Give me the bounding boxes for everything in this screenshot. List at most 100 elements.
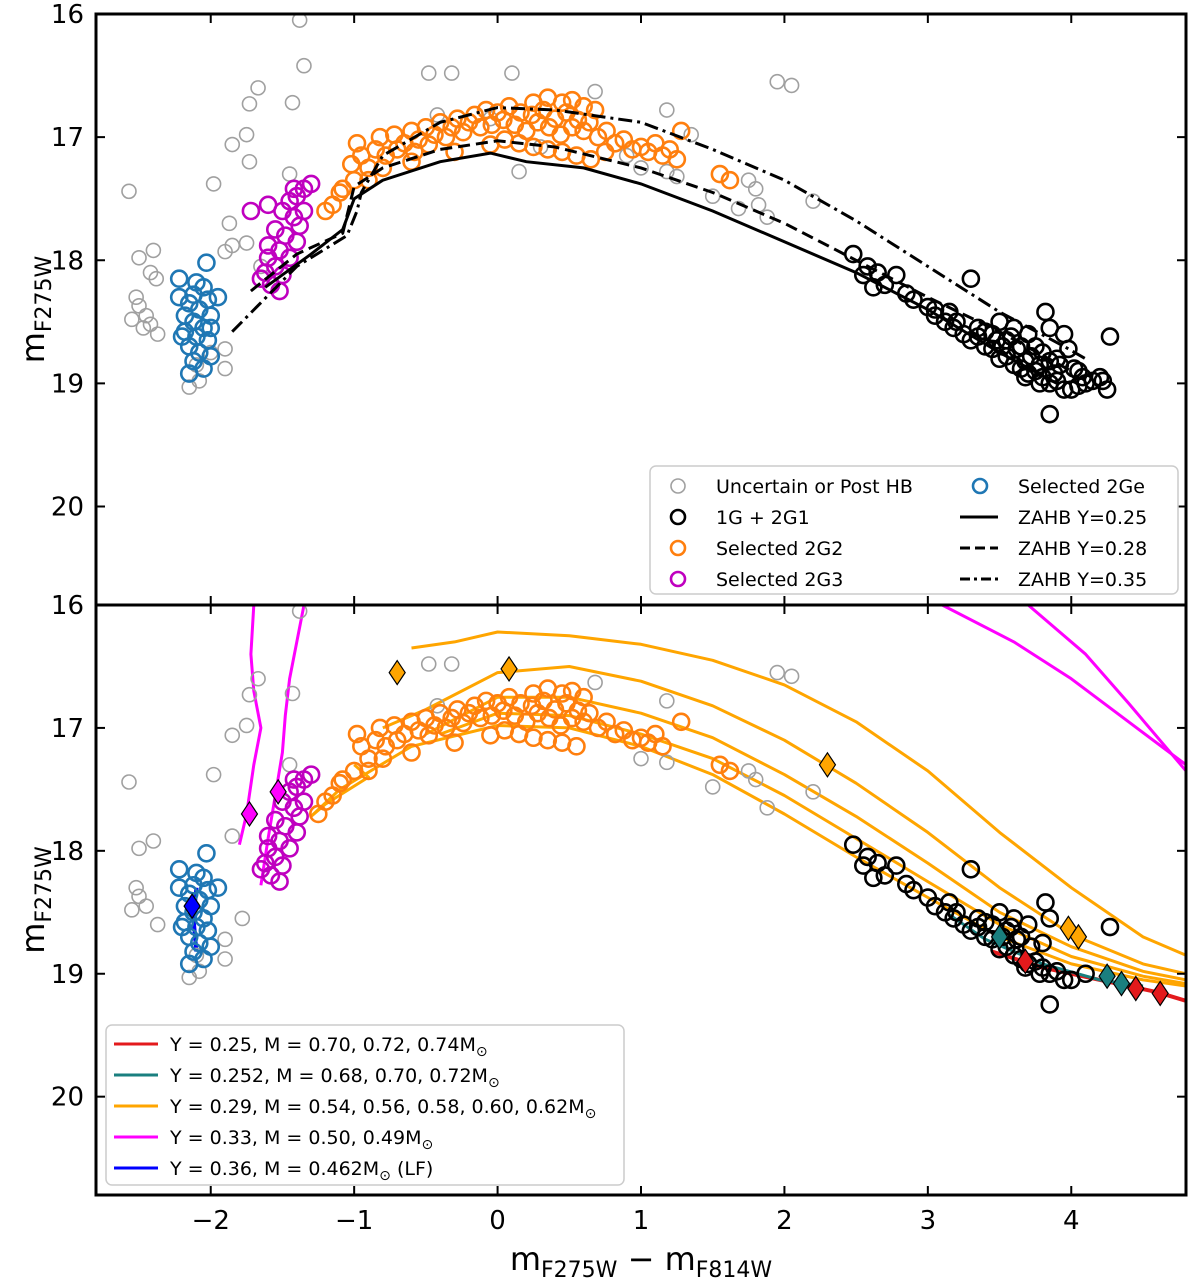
data-point — [131, 249, 147, 266]
data-point — [551, 125, 570, 144]
data-point — [294, 792, 314, 811]
data-point — [280, 248, 299, 268]
data-point — [436, 127, 456, 147]
data-point — [1033, 933, 1052, 953]
diamond-marker — [1112, 970, 1131, 997]
data-point — [886, 856, 906, 875]
y-tick-label: 16 — [51, 0, 84, 30]
data-point — [445, 733, 464, 752]
plot-area — [121, 605, 1186, 1014]
data-point — [864, 868, 883, 888]
data-point — [258, 839, 278, 858]
data-point — [217, 341, 233, 357]
track-line — [1027, 605, 1186, 772]
x-tick-label: 0 — [489, 1206, 506, 1236]
legend: Y = 0.25, M = 0.70, 0.72, 0.74M⊙ Y = 0.25… — [105, 1024, 625, 1186]
data-point — [142, 316, 159, 333]
data-point — [251, 859, 271, 879]
diamond-marker — [1069, 923, 1088, 950]
data-point — [366, 730, 385, 750]
legend-marker — [669, 508, 687, 526]
data-point — [769, 664, 786, 681]
data-point — [291, 14, 308, 28]
data-point — [280, 839, 299, 858]
data-point — [783, 77, 800, 94]
diamond-marker — [269, 778, 287, 805]
data-point — [179, 954, 199, 974]
data-point — [341, 154, 361, 174]
data-point — [138, 898, 154, 914]
data-point — [294, 201, 314, 221]
data-point — [843, 244, 863, 264]
data-point — [181, 969, 198, 986]
x-tick-label: −1 — [335, 1206, 373, 1236]
data-point — [747, 181, 764, 197]
y-tick-label: 17 — [51, 123, 84, 153]
data-point — [366, 140, 385, 159]
zahb-line — [264, 151, 1058, 385]
data-point — [347, 724, 367, 744]
data-point — [854, 265, 873, 285]
plot-area — [121, 14, 1120, 424]
data-point — [511, 103, 530, 122]
data-point — [659, 163, 675, 180]
data-point — [284, 179, 304, 199]
data-point — [224, 727, 241, 744]
y-tick-label: 19 — [51, 369, 84, 399]
data-point — [287, 232, 307, 252]
data-point — [453, 713, 473, 733]
y-tick-label: 18 — [51, 246, 84, 276]
data-point — [333, 770, 352, 789]
data-point — [128, 289, 144, 305]
data-point — [234, 910, 251, 927]
x-tick-label: −2 — [192, 1206, 230, 1236]
data-point — [759, 209, 776, 225]
data-point — [419, 725, 439, 745]
data-point — [968, 909, 988, 928]
legend-label: Y = 0.25, M = 0.70, 0.72, 0.74M⊙ — [169, 1034, 488, 1060]
data-point — [359, 761, 378, 781]
legend-label: ZAHB Y=0.35 — [1018, 569, 1147, 591]
data-point — [567, 737, 586, 756]
data-point — [359, 749, 378, 768]
data-point — [1100, 327, 1120, 346]
data-point — [241, 96, 258, 112]
data-point — [1059, 339, 1078, 359]
data-point — [587, 674, 603, 691]
data-point — [1097, 380, 1117, 399]
data-point — [1016, 367, 1035, 387]
data-point — [720, 761, 740, 781]
data-point — [1036, 302, 1055, 322]
data-point — [265, 810, 285, 830]
diamond-marker — [500, 655, 518, 682]
data-point — [217, 243, 233, 260]
legend-label: Selected 2G2 — [716, 538, 843, 560]
data-point — [149, 916, 166, 933]
data-point — [131, 298, 147, 314]
top-panel: 16 17 18 19 20 mF275W Uncertain or Post HB 1G +… — [14, 0, 1188, 607]
data-point — [769, 73, 786, 90]
data-point — [747, 771, 764, 788]
data-point — [258, 236, 278, 255]
data-point — [1054, 970, 1074, 990]
diamond-marker — [1098, 963, 1116, 990]
zahb-line — [249, 139, 1073, 373]
diamond-marker — [183, 893, 201, 920]
x-tick-label: 1 — [633, 1206, 650, 1236]
data-point — [250, 80, 266, 96]
data-point — [124, 311, 140, 328]
legend-marker — [670, 478, 686, 494]
data-point — [1040, 909, 1060, 928]
legend-label: ZAHB Y=0.28 — [1018, 538, 1147, 560]
data-point — [149, 326, 166, 342]
data-point — [436, 718, 456, 738]
data-point — [121, 774, 137, 790]
legend-label: Y = 0.36, M = 0.462M⊙ (LF) — [169, 1158, 433, 1184]
data-point — [224, 828, 241, 844]
data-point — [524, 684, 543, 703]
legend-box — [105, 1024, 625, 1186]
data-point — [633, 160, 649, 176]
data-point — [208, 878, 228, 898]
data-point — [1001, 917, 1021, 937]
